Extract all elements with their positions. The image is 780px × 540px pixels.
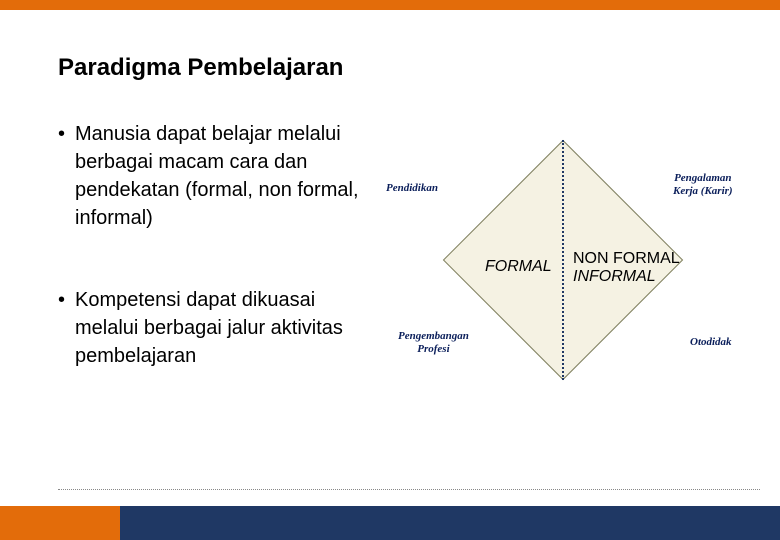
label-text: Profesi — [417, 343, 449, 355]
label-text: Pengalaman — [674, 172, 731, 184]
top-accent-bar — [0, 0, 780, 10]
bullet-list: • Manusia dapat belajar melalui berbagai… — [58, 120, 378, 460]
content-area: • Manusia dapat belajar melalui berbagai… — [0, 82, 780, 460]
label-text: Otodidak — [690, 336, 732, 348]
label-text: FORMAL — [485, 258, 552, 275]
bullet-text: Manusia dapat belajar melalui berbagai m… — [75, 120, 378, 232]
bottom-accent — [0, 506, 120, 540]
label-text: Kerja (Karir) — [673, 185, 733, 197]
bullet-marker: • — [58, 120, 65, 232]
label-pengalaman-kerja: Pengalaman Kerja (Karir) — [673, 172, 733, 198]
bullet-item: • Manusia dapat belajar melalui berbagai… — [58, 120, 378, 232]
label-text: NON FORMAL — [573, 250, 680, 267]
label-pendidikan: Pendidikan — [386, 182, 438, 194]
label-text: Pendidikan — [386, 182, 438, 194]
label-pengembangan-profesi: Pengembangan Profesi — [398, 330, 469, 356]
label-nonformal-informal: NON FORMAL INFORMAL — [573, 250, 680, 286]
label-text: Pengembangan — [398, 330, 469, 342]
label-otodidak: Otodidak — [690, 336, 732, 348]
vertical-dotted-line — [562, 140, 564, 380]
label-text: INFORMAL — [573, 268, 656, 285]
diagram: Pendidikan Pengalaman Kerja (Karir) Peng… — [378, 120, 758, 460]
slide-title: Paradigma Pembelajaran — [0, 10, 780, 82]
dotted-separator — [58, 489, 760, 490]
bullet-text: Kompetensi dapat dikuasai melalui berbag… — [75, 286, 378, 370]
bullet-marker: • — [58, 286, 65, 370]
bullet-item: • Kompetensi dapat dikuasai melalui berb… — [58, 286, 378, 370]
label-formal: FORMAL — [485, 258, 552, 276]
